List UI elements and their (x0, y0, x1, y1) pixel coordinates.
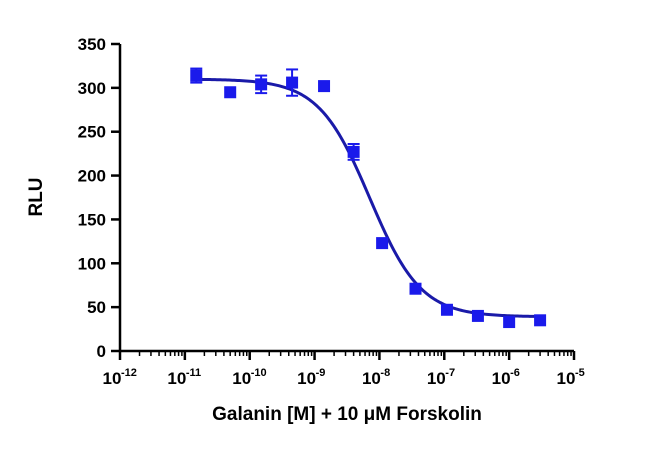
data-point (318, 80, 331, 93)
x-tick-group: 10 -12 10 -11 10 -10 10 -9 10 -8 10 -7 10 -6 10 -5 (103, 351, 585, 388)
y-tick-label: 350 (78, 35, 106, 54)
x-tick-exponent: -9 (316, 367, 326, 379)
x-tick-exponent: -11 (186, 367, 201, 379)
y-tick-label: 50 (87, 298, 106, 317)
y-tick-label: 250 (78, 123, 106, 142)
data-point (471, 309, 484, 322)
y-axis-title: RLU (26, 177, 47, 216)
data-point (347, 145, 360, 158)
y-tick-label: 150 (78, 210, 106, 229)
x-tick-label: 10 (557, 369, 576, 388)
data-point (409, 282, 422, 295)
y-tick-label: 100 (78, 254, 106, 273)
x-tick-exponent: -6 (510, 367, 520, 379)
data-point (255, 78, 268, 91)
x-tick-label: 10 (362, 369, 381, 388)
y-tick-label: 300 (78, 79, 106, 98)
y-axis: 0 50 100 150 200 250 300 350 (78, 35, 122, 361)
data-point (286, 76, 299, 89)
x-tick-exponent: -12 (121, 367, 137, 379)
x-tick-label: 10 (427, 369, 446, 388)
data-points-layer (190, 67, 547, 329)
y-tick-label: 0 (97, 342, 106, 361)
data-point (376, 237, 389, 250)
x-tick-exponent: -10 (251, 367, 267, 379)
x-tick-label: 10 (103, 369, 122, 388)
x-tick-exponent: -7 (445, 367, 455, 379)
x-tick-label: 10 (167, 369, 186, 388)
data-point (224, 86, 237, 99)
y-tick-label: 200 (78, 167, 106, 186)
x-axis-title: Galanin [M] + 10 μM Forskolin (212, 404, 482, 425)
x-tick-label: 10 (232, 369, 251, 388)
x-tick-label: 10 (492, 369, 511, 388)
x-tick-exponent: -5 (575, 367, 585, 379)
data-point (190, 69, 203, 82)
data-point (503, 316, 516, 329)
data-point (440, 303, 453, 316)
x-axis: 10 -12 10 -11 10 -10 10 -9 10 -8 10 -7 10 -6 10 -5 (103, 349, 585, 388)
x-tick-exponent: -8 (380, 367, 390, 379)
x-tick-label: 10 (297, 369, 316, 388)
fit-curve (196, 77, 541, 318)
data-point (534, 314, 547, 327)
fit-curve-layer (196, 77, 541, 318)
y-tick-group: 0 50 100 150 200 250 300 350 (78, 35, 120, 361)
